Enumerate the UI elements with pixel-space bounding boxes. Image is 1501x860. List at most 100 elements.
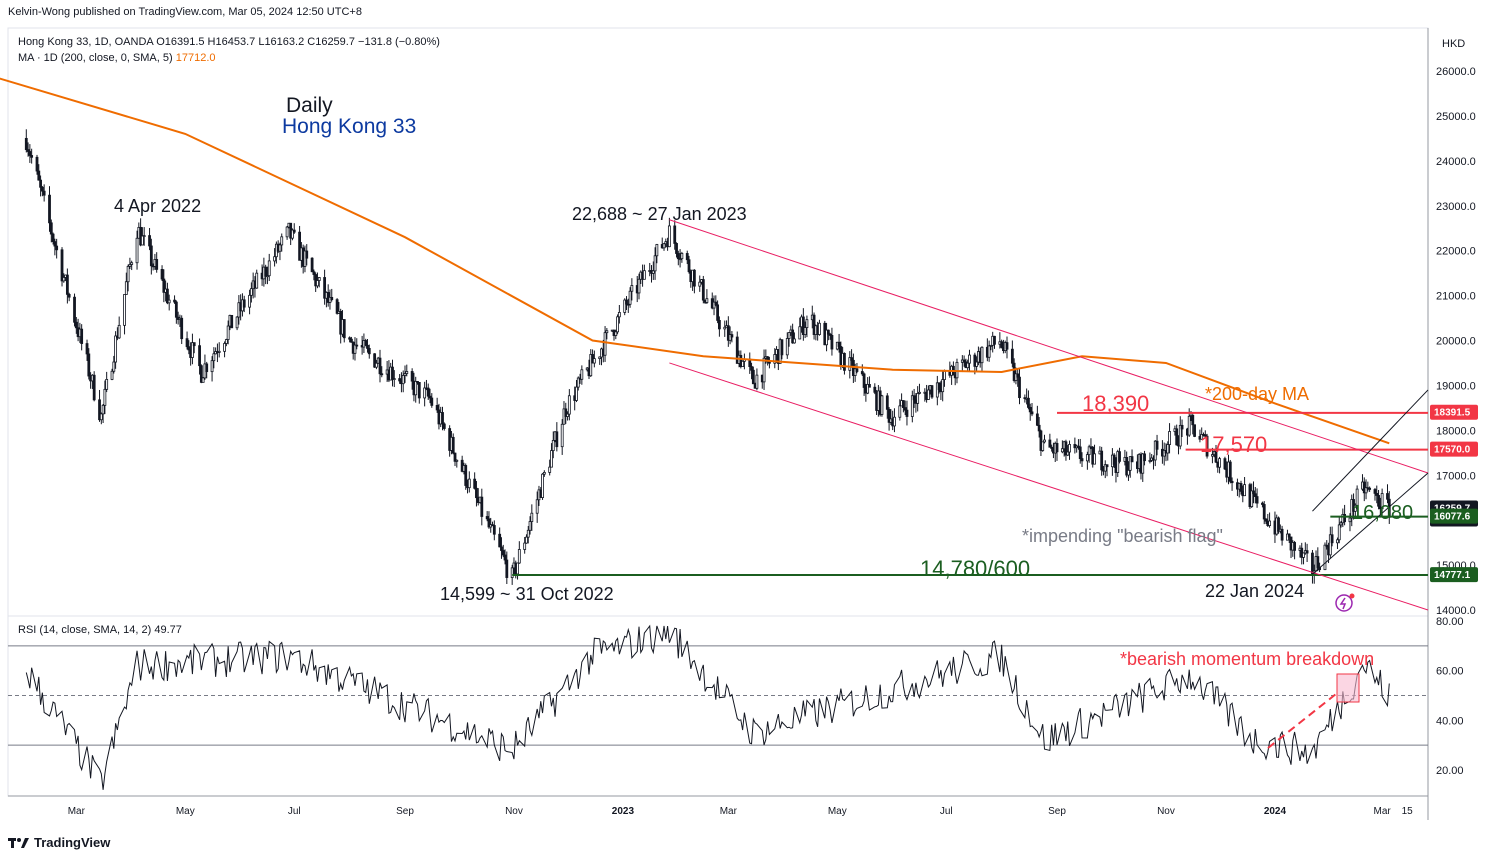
candle-body [1105, 464, 1109, 468]
time-axis-tick: Jul [940, 806, 953, 817]
candle-body [798, 326, 802, 340]
footer-brand: TradingView [34, 835, 111, 850]
candle-body [673, 225, 677, 244]
price-label-box [1430, 508, 1478, 524]
annotation-daily: Daily [286, 94, 333, 117]
candle-body [1030, 411, 1034, 415]
candle-body [680, 253, 684, 260]
candle-body [1330, 534, 1334, 544]
candle-body [1093, 453, 1096, 465]
candle-body [685, 253, 689, 261]
candle-body [550, 450, 553, 468]
price-label-text: 16077.6 [1434, 512, 1471, 523]
candle-body [1368, 487, 1372, 490]
alert-icon[interactable] [1335, 593, 1355, 612]
candle-body [87, 353, 91, 377]
candle-body [73, 296, 76, 323]
annotation-s1: 16,080 [1352, 502, 1413, 524]
candle-body [1375, 492, 1379, 496]
candle-body [1028, 407, 1032, 413]
candle-body [560, 423, 564, 448]
candle-body [1386, 493, 1389, 500]
candle-body [487, 518, 491, 528]
rsi-axis[interactable]: 80.00 60.00 40.00 20.00 [1436, 616, 1464, 777]
candle-body [65, 274, 69, 295]
price-axis[interactable]: 26000.0 25000.0 24000.0 23000.0 22000.0 21000… [1436, 66, 1476, 617]
candle-body [398, 378, 402, 382]
candle-body [1293, 542, 1296, 551]
candle-body [160, 268, 164, 280]
annotation-s2: 14,780/600 [920, 556, 1030, 581]
candle-body [780, 339, 784, 356]
candle-body [305, 250, 309, 259]
candle-body [114, 335, 118, 363]
candle-body [551, 440, 555, 451]
candle-body [37, 170, 41, 181]
candle-body [837, 341, 841, 347]
candle-body [973, 354, 977, 367]
ma200-polyline [0, 77, 1390, 445]
candle-body [968, 354, 971, 364]
annotation-jan2023: 22,688 ~ 27 Jan 2023 [572, 204, 747, 224]
candle-body [401, 375, 405, 385]
candle-body [30, 155, 34, 158]
candle-body [1148, 459, 1152, 462]
candle-body [1010, 348, 1014, 364]
rsi-axis-tick: 60.00 [1436, 666, 1464, 678]
price-axis-tick: 17000.0 [1436, 470, 1476, 482]
candle-body [785, 338, 789, 356]
candle-body [716, 304, 720, 321]
candle-body [887, 408, 891, 423]
candle-body [937, 382, 941, 391]
candle-body [830, 335, 834, 350]
candle-body [730, 334, 734, 338]
time-axis-tick: Mar [720, 806, 738, 817]
candle-body [1178, 424, 1182, 447]
candle-body [1337, 524, 1341, 541]
candle-body [475, 487, 478, 499]
candle-body [966, 362, 970, 369]
time-axis-tick: Sep [396, 806, 414, 817]
candle-body [676, 253, 680, 260]
candle-body [1018, 376, 1021, 399]
candle-body [1203, 434, 1207, 437]
candle-body [410, 371, 414, 382]
candle-body [1223, 458, 1227, 470]
candle-body [905, 409, 909, 417]
candle-body [117, 324, 121, 339]
candle-body [126, 265, 130, 283]
candle-body [598, 356, 602, 360]
candle-body [898, 405, 902, 418]
candle-body [141, 235, 144, 246]
candle-body [335, 299, 339, 314]
candle-body [630, 285, 634, 292]
time-axis[interactable]: Mar May Jul Sep Nov 2023 Mar May Jul Sep Nov 2024 Ma… [68, 806, 1413, 817]
time-axis-tick: Mar [68, 806, 86, 817]
candle-body [1066, 451, 1070, 456]
candle-body [528, 521, 532, 531]
candle-body [391, 366, 394, 380]
candle-body [617, 312, 621, 318]
candle-body [987, 345, 991, 358]
candle-body [741, 360, 745, 367]
candle-body [85, 343, 89, 355]
candle-body [35, 156, 39, 172]
candle-body [1155, 440, 1159, 450]
candle-body [285, 226, 289, 238]
candle-body [1048, 439, 1052, 448]
candle-body [55, 245, 59, 251]
candle-body [530, 512, 534, 522]
candle-body [1043, 439, 1046, 443]
candle-body [342, 319, 346, 339]
candle-body [717, 320, 721, 330]
candle-body [687, 259, 691, 273]
price-label-box [1430, 441, 1478, 457]
candle-body [893, 416, 896, 427]
candle-body [705, 298, 709, 303]
rsi-axis-tick: 80.00 [1436, 616, 1464, 628]
candle-body [24, 137, 28, 151]
candle-body [1230, 480, 1234, 484]
candle-body [1228, 461, 1232, 482]
candle-body [1068, 444, 1071, 453]
